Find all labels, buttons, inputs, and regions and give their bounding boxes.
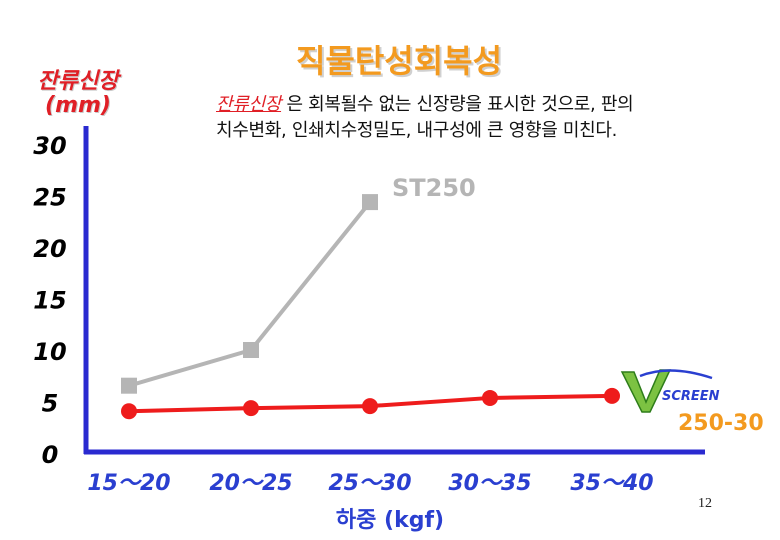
data-point-vscreen [482,389,498,406]
x-tick-label: 20～25 [209,471,292,496]
y-tick-label: 30 [33,132,66,160]
data-point-st250 [362,194,378,211]
data-point-vscreen [362,398,378,415]
vscreen-logo-icon: SCREEN [620,369,720,413]
y-ticks: 0 5 10 15 20 25 30 [33,132,66,469]
y-tick-label: 15 [33,287,66,315]
logo-swoosh [639,369,713,380]
logo-brand-text: SCREEN [662,389,720,404]
series-label-vscreen: 250-30 [678,411,764,436]
chart-series [121,194,620,420]
y-tick-label: 10 [33,338,66,366]
series-line-st250 [128,200,372,388]
series-labels: ST250 SCREEN 250-30 [392,174,764,436]
x-ticks: 15～20 20～25 25～30 30～35 35～40 [87,471,653,496]
y-axis-label-line1: 잔류신장 [37,69,119,94]
page-title: 직물탄성회복성 [295,42,503,80]
data-point-vscreen [121,403,137,420]
data-point-st250 [243,342,259,358]
x-tick-label: 30～35 [448,471,531,496]
chart-axes [83,126,705,455]
y-axis-label-line2: (mm) [45,93,111,118]
x-tick-label: 35～40 [570,471,653,496]
x-tick-label: 15～20 [87,471,170,496]
y-tick-label: 5 [42,390,59,418]
y-axis-label: 잔류신장 (mm) [22,70,134,118]
note-line1: 은 회복될수 없는 신장량을 표시한 것으로, 판의 [281,94,634,115]
note-emphasis: 잔류신장 [216,94,282,115]
y-tick-label: 25 [33,184,66,212]
x-axis-label: 하중 (kgf) [336,508,444,533]
page-number: 12 [698,496,712,511]
data-point-vscreen [243,400,259,417]
y-tick-label: 20 [33,235,66,263]
data-point-vscreen [604,387,620,404]
note-line2: 치수변화, 인쇄치수정밀도, 내구성에 큰 영향을 미친다. [216,120,618,141]
series-label-st250: ST250 [392,174,476,202]
description-note: 잔류신장 은 회복될수 없는 신장량을 표시한 것으로, 판의 치수변화, 인쇄… [216,92,756,144]
y-tick-label: 0 [42,441,59,469]
data-point-st250 [121,377,137,394]
x-tick-label: 25～30 [328,471,411,496]
